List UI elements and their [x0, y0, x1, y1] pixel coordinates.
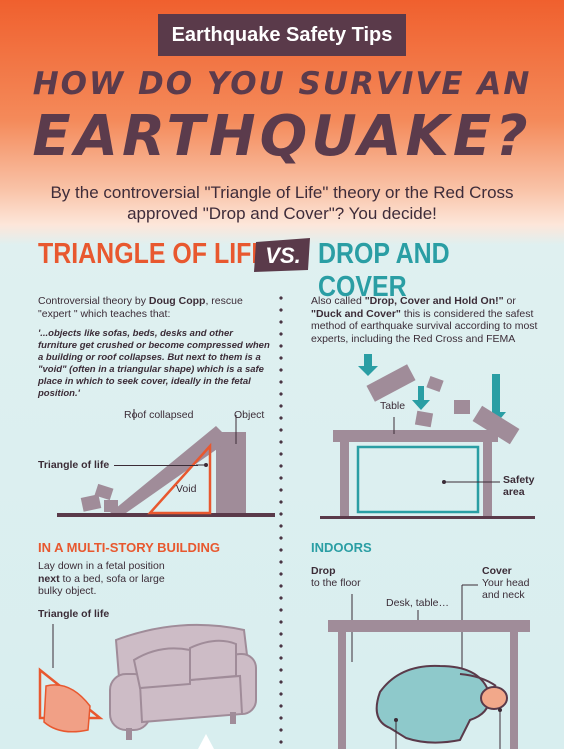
- left-quote: '...objects like sofas, beds, desks and …: [38, 328, 270, 399]
- safety-area-label: Safety area: [503, 474, 535, 498]
- triangle-of-life-diagram: [57, 409, 275, 517]
- multi-story-text: Lay down in a fetal position next to a b…: [38, 560, 165, 597]
- triangle-of-life-label: Triangle of life: [38, 459, 110, 471]
- vs-badge: VS.: [254, 238, 310, 272]
- subtitle: By the controversial "Triangle of Life" …: [50, 183, 514, 223]
- indoors-illustration: [328, 584, 530, 749]
- drop-and-cover-heading: DROP AND COVER: [318, 238, 450, 303]
- drop-and-cover-diagram: [320, 354, 535, 519]
- headline-line2: EARTHQUAKE?: [32, 104, 532, 169]
- roof-collapsed-label: Roof collapsed: [124, 409, 194, 421]
- cover-label: Cover Your head and neck: [482, 565, 530, 601]
- triangle-label-pointer: [114, 465, 198, 466]
- desk-label: Desk, table…: [386, 597, 450, 609]
- vs-text: VS.: [265, 243, 300, 268]
- sofa-triangle-label: Triangle of life: [38, 608, 110, 620]
- drop-label: Drop to the floor: [311, 565, 361, 589]
- headline-line1: HOW DO YOU SURVIVE AN: [32, 66, 532, 102]
- doug-copp-name: Doug Copp: [148, 295, 206, 307]
- right-intro: Also called "Drop, Cover and Hold On!" o…: [311, 295, 538, 345]
- left-intro: Controversial theory by Doug Copp, rescu…: [38, 295, 243, 320]
- multi-story-heading: IN A MULTI-STORY BUILDING: [38, 540, 220, 555]
- void-label: Void: [176, 483, 197, 495]
- triangle-of-life-heading: TRIANGLE OF LIFE: [38, 238, 268, 270]
- column-divider: [279, 292, 283, 749]
- indoors-heading: INDOORS: [311, 540, 372, 555]
- table-label: Table: [380, 400, 406, 412]
- header-tag: Earthquake Safety Tips: [158, 14, 406, 56]
- sofa-illustration: [38, 623, 257, 749]
- object-label: Object: [234, 409, 265, 421]
